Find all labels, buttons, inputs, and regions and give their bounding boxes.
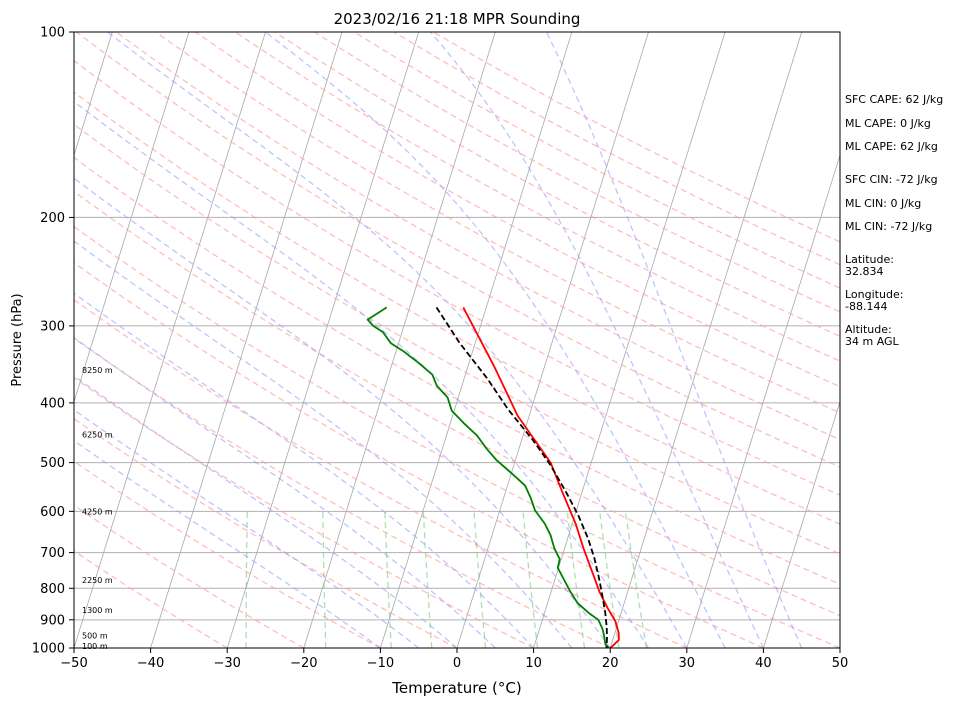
x-tick-label: −20	[290, 656, 317, 671]
reference-lines	[74, 32, 840, 648]
dry-adiabat-line	[74, 460, 381, 648]
chart-title: 2023/02/16 21:18 MPR Sounding	[334, 10, 581, 28]
y-tick-label: 200	[40, 211, 65, 226]
moist-adiabat-line	[74, 336, 496, 648]
longitude-label: Longitude: -88.144	[845, 288, 904, 313]
dry-adiabat-line	[76, 32, 840, 468]
x-tick-label: 0	[453, 656, 461, 671]
x-tick-label: 30	[679, 656, 696, 671]
dry-adiabat-line	[74, 418, 458, 648]
dry-adiabat-line	[74, 337, 611, 648]
dry-adiabat-line	[74, 156, 840, 585]
dry-adiabat-line	[74, 225, 840, 648]
y-tick-label: 700	[40, 546, 65, 561]
moist-adiabat-line	[545, 32, 803, 648]
mixing-ratio-line	[624, 511, 648, 648]
x-tick-label: −30	[213, 656, 240, 671]
dry-adiabat-line	[74, 190, 840, 617]
isotherm-line	[74, 32, 190, 403]
ml-cape-label: ML CAPE: 0 J/kg	[845, 117, 931, 130]
mixing-ratio-line	[522, 511, 539, 648]
dry-adiabat-line	[314, 32, 840, 313]
latitude-label: Latitude: 32.834	[845, 253, 894, 278]
ml-cape-label-2: ML CAPE: 62 J/kg	[845, 140, 938, 153]
height-label: 6250 m	[82, 430, 113, 439]
dry-adiabat-line	[74, 123, 840, 555]
moist-adiabat-line	[74, 409, 420, 648]
x-tick-label: 50	[832, 656, 849, 671]
dry-adiabat-line	[234, 32, 840, 362]
moist-adiabat-line	[264, 32, 726, 648]
moist-adiabat-line	[74, 439, 381, 648]
dry-adiabat-line	[74, 299, 688, 648]
dry-adiabat-line	[74, 261, 764, 648]
x-tick-label: 40	[755, 656, 772, 671]
axes: −50 −40 −30 −20 −10 0 10 20 30 40 50 100 200 300 400 50…	[32, 26, 848, 672]
y-tick-label: 500	[40, 456, 65, 471]
sounding-traces	[366, 306, 620, 648]
dry-adiabat-line	[74, 550, 228, 648]
sfc-cin-label: SFC CIN: -72 J/kg	[845, 173, 938, 186]
height-label: 1300 m	[82, 606, 113, 615]
y-tick-label: 1000	[32, 642, 65, 657]
mixing-ratio-line	[599, 511, 620, 648]
height-label: 8250 m	[82, 366, 113, 375]
moist-adiabat-line	[74, 240, 573, 648]
y-tick-label: 400	[40, 396, 65, 411]
isotherm-line	[533, 32, 726, 648]
x-tick-label: −40	[137, 656, 164, 671]
y-tick-label: 300	[40, 319, 65, 334]
moist-adiabat-line	[74, 177, 611, 648]
isotherm-line	[303, 32, 496, 648]
isotherm-line	[456, 32, 649, 648]
height-label: 500 m	[82, 632, 108, 641]
series-0-line	[462, 306, 620, 648]
y-axis-label: Pressure (hPa)	[10, 293, 25, 386]
height-label: 100 m	[82, 642, 108, 651]
height-label: 4250 m	[82, 507, 113, 516]
dry-adiabat-line	[74, 59, 840, 496]
altitude-label: Altitude: 34 m AGL	[845, 323, 899, 348]
moist-adiabat-line	[107, 32, 688, 648]
sfc-cape-label: SFC CAPE: 62 J/kg	[845, 93, 944, 106]
y-tick-label: 100	[40, 26, 65, 41]
x-tick-label: 20	[602, 656, 619, 671]
y-tick-label: 800	[40, 582, 65, 597]
ml-cin-label: ML CIN: 0 J/kg	[845, 197, 922, 210]
x-tick-label: −50	[60, 656, 87, 671]
x-tick-label: 10	[525, 656, 542, 671]
isotherm-line	[74, 32, 113, 157]
height-label: 2250 m	[82, 576, 113, 585]
moist-adiabat-line	[74, 100, 650, 648]
moist-adiabat-line	[74, 375, 458, 648]
series-2-line	[435, 306, 608, 648]
mixing-ratio-line	[566, 511, 586, 648]
y-tick-label: 600	[40, 505, 65, 520]
x-axis-label: Temperature (°C)	[391, 679, 521, 697]
ml-cin-label-2: ML CIN: -72 J/kg	[845, 220, 933, 233]
series-1-line	[366, 306, 610, 648]
isotherm-line	[226, 32, 420, 648]
isotherm-line	[763, 400, 840, 648]
dry-adiabat-line	[195, 32, 840, 388]
isotherm-line	[380, 32, 573, 648]
isotherm-line	[609, 32, 803, 648]
y-tick-label: 900	[40, 613, 65, 628]
isotherm-line	[686, 153, 840, 648]
dry-adiabat-line	[74, 377, 534, 648]
moist-adiabat-line	[74, 292, 535, 648]
x-tick-label: −10	[367, 656, 394, 671]
isotherm-line	[74, 32, 266, 648]
